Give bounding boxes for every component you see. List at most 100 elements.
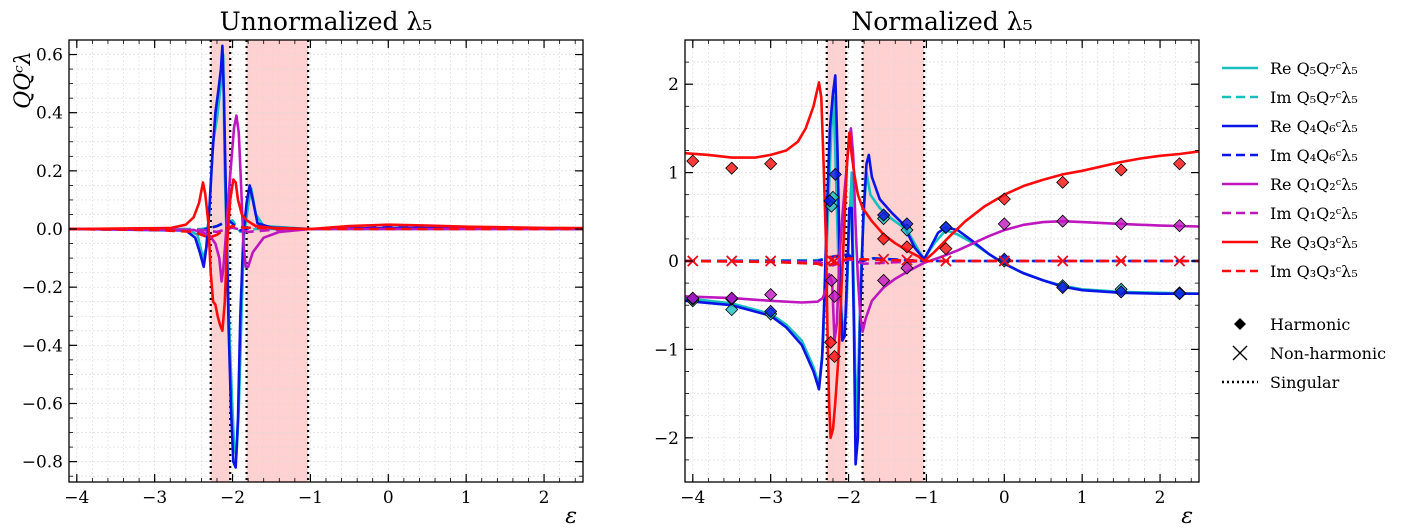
harmonic-marker [1172, 287, 1187, 301]
x-tick-label: 1 [461, 488, 472, 508]
legend-entry: Harmonic [1234, 315, 1350, 334]
nonharmonic-marker [998, 255, 1010, 267]
nonharmonic-marker [1057, 255, 1069, 267]
x-tick-label: 0 [999, 488, 1010, 508]
harmonic-marker [877, 232, 891, 246]
harmonic-marker [900, 217, 914, 231]
legend-label: Harmonic [1270, 315, 1350, 334]
x-tick-label: 0 [383, 488, 394, 508]
series-line-0 [69, 53, 583, 458]
harmonic-marker [1056, 175, 1070, 189]
x-axis-label-left: ε [565, 504, 577, 528]
harmonic-marker [827, 349, 842, 364]
y-tick-label: 0.6 [36, 46, 63, 66]
x-axis-label-right: ε [1181, 504, 1193, 528]
y-axis-label: QQᶜλ [11, 51, 36, 109]
series-line-0 [685, 96, 1199, 431]
harmonic-marker [725, 161, 739, 175]
harmonic-marker [939, 242, 953, 256]
x-tick-label: −2 [836, 488, 861, 508]
harmonic-marker [686, 154, 700, 168]
harmonic-marker [1056, 280, 1070, 295]
series-line-5 [69, 226, 583, 234]
nonharmonic-marker [901, 254, 913, 266]
nonharmonic-marker [825, 254, 837, 266]
x-tick-label: 2 [539, 488, 550, 508]
x-tick-label: 1 [1077, 488, 1088, 508]
x-tick-label: −4 [680, 488, 705, 508]
legend-swatch [1234, 318, 1246, 330]
legend-label: Re Q₃Q₃ᶜλ₅ [1270, 233, 1358, 252]
legend-entry: Im Q₄Q₆ᶜλ₅ [1222, 146, 1358, 165]
legend: Re Q₅Q₇ᶜλ₅ Im Q₅Q₇ᶜλ₅ Re Q₄Q₆ᶜλ₅ Im Q₄Q₆ᶜλ₅… [1222, 59, 1386, 392]
x-tick-label: −1 [914, 488, 939, 508]
harmonic-marker [877, 273, 891, 288]
x-tick-label: 2 [1155, 488, 1166, 508]
harmonic-marker [764, 288, 778, 302]
legend-label: Re Q₁Q₂ᶜλ₅ [1270, 175, 1358, 194]
nonharmonic-marker [1173, 255, 1186, 267]
nonharmonic-marker [878, 253, 890, 265]
legend-label: Im Q₅Q₇ᶜλ₅ [1270, 88, 1358, 107]
singular-shaded-region [246, 40, 309, 482]
legend-entry: Re Q₄Q₆ᶜλ₅ [1222, 117, 1358, 136]
y-tick-label: −0.8 [22, 453, 63, 473]
legend-label: Re Q₄Q₆ᶜλ₅ [1270, 117, 1358, 136]
harmonic-marker [997, 252, 1011, 266]
nonharmonic-marker [940, 255, 952, 267]
series-line-6 [69, 178, 583, 333]
harmonic-marker [1114, 217, 1128, 231]
y-tick-label: 0.2 [36, 162, 63, 182]
panel-title-normalized: Normalized λ₅ [851, 7, 1032, 36]
harmonic-marker [900, 261, 914, 275]
nonharmonic-marker [765, 255, 777, 267]
nonharmonic-marker [1115, 255, 1127, 267]
legend-entry: Re Q₁Q₂ᶜλ₅ [1222, 175, 1358, 194]
legend-entry: Im Q₃Q₃ᶜλ₅ [1222, 262, 1358, 281]
x-tick-label: −1 [298, 488, 323, 508]
legend-label: Singular [1270, 373, 1340, 392]
legend-entry: Re Q₅Q₇ᶜλ₅ [1222, 59, 1358, 78]
legend-entry: Re Q₃Q₃ᶜλ₅ [1222, 233, 1358, 252]
harmonic-marker [686, 291, 700, 305]
y-tick-label: −1 [654, 340, 679, 360]
harmonic-marker [823, 194, 837, 208]
harmonic-marker [824, 273, 838, 288]
harmonic-marker [1172, 219, 1187, 233]
harmonic-marker [877, 208, 891, 222]
y-tick-label: 0 [668, 252, 679, 272]
harmonic-marker [764, 157, 778, 171]
harmonic-marker [939, 220, 953, 234]
harmonic-marker [997, 192, 1011, 206]
harmonic-marker [764, 304, 778, 318]
y-tick-label: −0.4 [22, 336, 63, 356]
harmonic-marker [827, 289, 842, 303]
x-tick-label: −4 [64, 488, 89, 508]
legend-entry: Im Q₅Q₇ᶜλ₅ [1222, 88, 1358, 107]
harmonic-marker [1114, 163, 1128, 177]
legend-label: Non-harmonic [1270, 344, 1386, 363]
legend-swatch [1232, 345, 1248, 361]
harmonic-marker [725, 291, 739, 305]
harmonic-marker [824, 335, 838, 349]
legend-label: Im Q₄Q₆ᶜλ₅ [1270, 146, 1358, 165]
legend-label: Re Q₅Q₇ᶜλ₅ [1270, 59, 1358, 78]
harmonic-marker [1114, 285, 1128, 299]
y-tick-label: 1 [668, 164, 679, 184]
harmonic-marker [725, 303, 739, 317]
harmonic-marker [900, 240, 914, 254]
y-tick-label: 0.0 [36, 220, 63, 240]
nonharmonic-marker [726, 255, 738, 267]
y-tick-label: 2 [668, 75, 679, 95]
harmonic-marker [1056, 214, 1070, 228]
y-tick-label: −2 [654, 429, 679, 449]
y-tick-label: −0.6 [22, 394, 63, 414]
legend-label: Im Q₁Q₂ᶜλ₅ [1270, 204, 1358, 223]
y-tick-label: −0.2 [22, 278, 63, 298]
series-line-6 [685, 81, 1199, 440]
legend-entry: Non-harmonic [1232, 344, 1386, 363]
legend-entry: Im Q₁Q₂ᶜλ₅ [1222, 204, 1358, 223]
x-tick-label: −3 [758, 488, 783, 508]
y-tick-label: 0.4 [36, 104, 63, 124]
